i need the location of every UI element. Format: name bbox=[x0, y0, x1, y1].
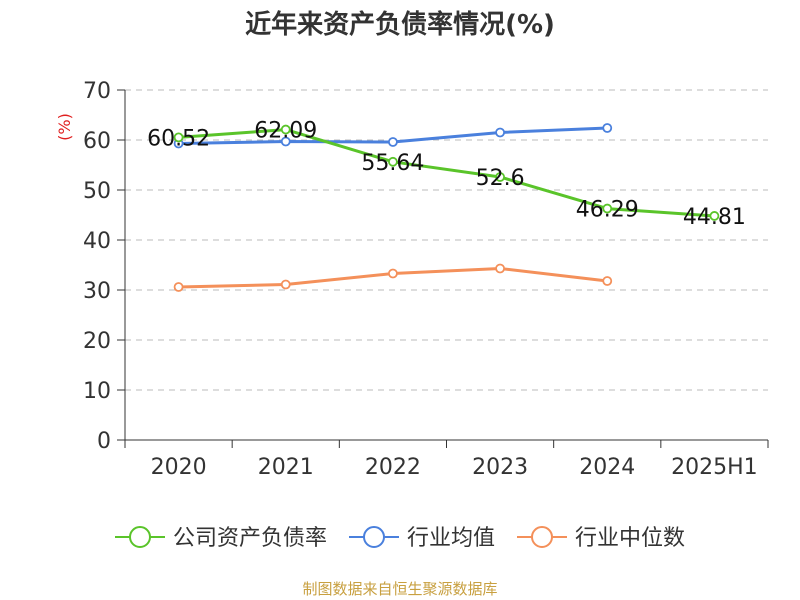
data-labels: 60.52 62.09 55.64 52.6 46.29 44.81 bbox=[147, 119, 746, 230]
legend-label: 行业均值 bbox=[407, 526, 495, 551]
y-tick-label: 20 bbox=[83, 329, 111, 354]
chart-title: 近年来资产负债率情况(%) bbox=[245, 9, 555, 40]
axes: 0 10 20 30 40 50 60 70 2020 2021 2022 2023 2024 2025H… bbox=[83, 79, 769, 480]
data-point bbox=[280, 279, 291, 290]
y-tick-label: 60 bbox=[83, 129, 111, 154]
data-label: 62.09 bbox=[254, 119, 317, 144]
x-tick-label: 2021 bbox=[258, 455, 314, 480]
y-tick-label: 30 bbox=[83, 279, 111, 304]
data-point bbox=[602, 203, 613, 214]
data-label: 55.64 bbox=[361, 151, 424, 176]
data-point bbox=[280, 136, 291, 147]
data-label: 60.52 bbox=[147, 126, 210, 151]
legend-item: 公司资产负债率 bbox=[115, 526, 327, 551]
data-point bbox=[495, 172, 505, 182]
legend-item: 行业均值 bbox=[349, 526, 495, 551]
x-tick-label: 2023 bbox=[472, 455, 528, 480]
series-lines bbox=[173, 123, 720, 292]
data-point bbox=[709, 211, 720, 221]
data-point bbox=[388, 137, 398, 147]
data-point bbox=[602, 123, 613, 133]
data-point bbox=[495, 127, 505, 138]
legend-label: 行业中位数 bbox=[575, 526, 685, 551]
x-tick-label: 2020 bbox=[151, 455, 207, 480]
data-point bbox=[495, 263, 505, 274]
y-tick-label: 10 bbox=[83, 379, 111, 404]
y-tick-label: 50 bbox=[83, 179, 111, 204]
source-note: 制图数据来自恒生聚源数据库 bbox=[302, 580, 497, 598]
x-tick-label: 2022 bbox=[365, 455, 421, 480]
x-tick-label: 2024 bbox=[579, 455, 635, 480]
y-axis-unit-label: (%) bbox=[55, 113, 74, 141]
data-point bbox=[388, 156, 398, 167]
legend-label: 公司资产负债率 bbox=[173, 526, 327, 551]
legend-marker bbox=[531, 526, 553, 548]
y-tick-label: 70 bbox=[83, 79, 111, 104]
data-point bbox=[173, 282, 184, 292]
data-point bbox=[602, 276, 613, 286]
data-point bbox=[280, 124, 291, 135]
x-tick-label: 2025H1 bbox=[671, 455, 758, 480]
data-point bbox=[173, 132, 184, 143]
data-label: 44.81 bbox=[683, 205, 746, 230]
legend-item: 行业中位数 bbox=[517, 526, 685, 551]
data-label: 52.6 bbox=[476, 166, 525, 191]
gridlines bbox=[125, 89, 768, 391]
series-line-0 bbox=[177, 128, 716, 218]
legend-marker bbox=[363, 526, 385, 548]
data-point bbox=[388, 268, 398, 279]
y-tick-label: 0 bbox=[97, 429, 111, 454]
y-tick-label: 40 bbox=[83, 229, 111, 254]
legend: 公司资产负债率 行业均值 行业中位数 bbox=[115, 526, 685, 551]
data-label: 46.29 bbox=[576, 198, 639, 223]
legend-marker bbox=[129, 526, 151, 548]
